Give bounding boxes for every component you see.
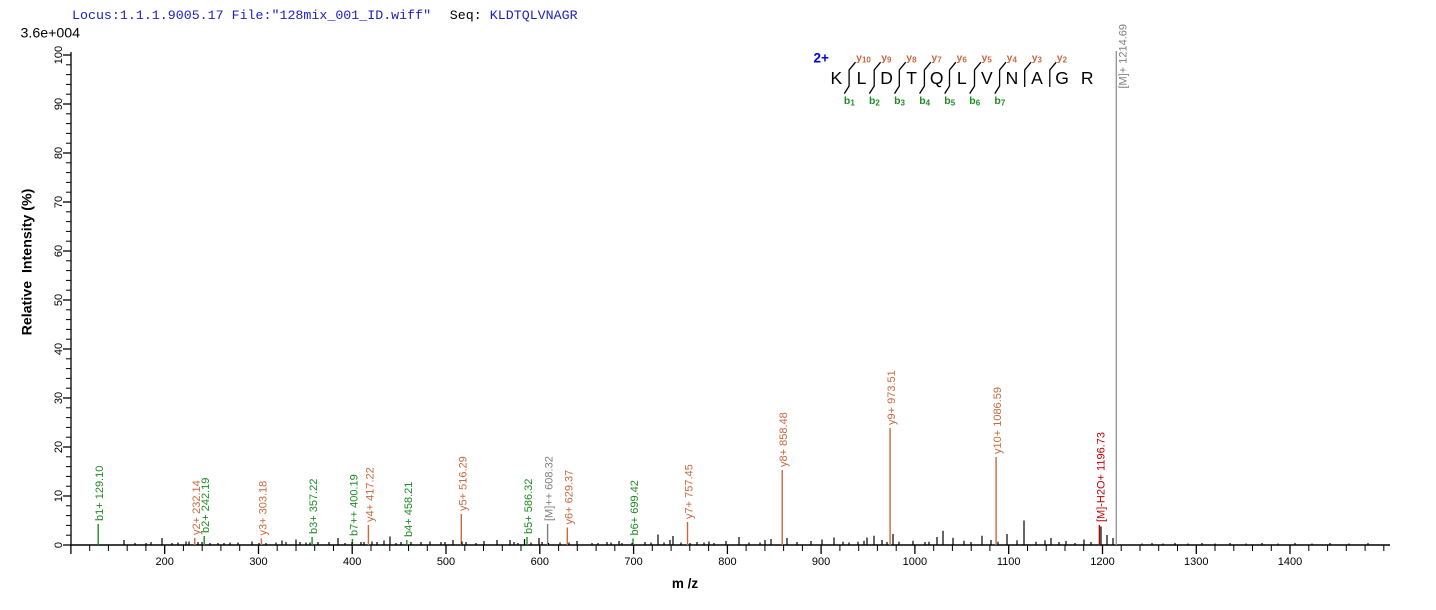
svg-text:y6: y6 <box>957 52 968 65</box>
svg-text:1100: 1100 <box>997 556 1021 568</box>
svg-text:N: N <box>1006 68 1019 88</box>
svg-text:800: 800 <box>718 556 736 568</box>
svg-text:L: L <box>957 68 967 88</box>
svg-text:y6+ 629.37: y6+ 629.37 <box>563 470 575 525</box>
svg-text:900: 900 <box>812 556 830 568</box>
svg-text:y10+ 1086.59: y10+ 1086.59 <box>992 387 1004 454</box>
svg-text:80: 80 <box>53 147 65 159</box>
svg-text:60: 60 <box>53 245 65 257</box>
svg-text:y9: y9 <box>881 52 892 65</box>
svg-text:y10: y10 <box>856 52 871 65</box>
svg-text:b4: b4 <box>919 95 930 108</box>
svg-text:L: L <box>857 68 867 88</box>
svg-text:y9+ 973.51: y9+ 973.51 <box>886 370 898 425</box>
svg-text:Q: Q <box>930 68 944 88</box>
svg-text:50: 50 <box>53 294 65 306</box>
svg-text:30: 30 <box>53 392 65 404</box>
svg-text:1400: 1400 <box>1278 556 1302 568</box>
svg-text:b3: b3 <box>894 95 905 108</box>
svg-text:y5+ 516.29: y5+ 516.29 <box>457 456 469 511</box>
svg-text:20: 20 <box>53 441 65 453</box>
svg-text:[M]+ 1214.69: [M]+ 1214.69 <box>1118 24 1130 89</box>
svg-text:200: 200 <box>156 556 174 568</box>
svg-text:40: 40 <box>53 343 65 355</box>
svg-text:600: 600 <box>531 556 549 568</box>
svg-text:Locus:1.1.1.9005.17 File:"128m: Locus:1.1.1.9005.17 File:"128mix_001_ID.… <box>72 8 431 23</box>
svg-text:1000: 1000 <box>903 556 927 568</box>
svg-text:y2: y2 <box>1057 52 1068 65</box>
svg-text:Relative Intensity (%): Relative Intensity (%) <box>20 188 36 335</box>
svg-text:0: 0 <box>53 542 65 548</box>
svg-text:y5: y5 <box>982 52 993 65</box>
svg-text:b1: b1 <box>844 95 855 108</box>
svg-text:700: 700 <box>624 556 642 568</box>
svg-text:y8+ 858.48: y8+ 858.48 <box>778 412 790 467</box>
svg-text:KLDTQLVNAGR: KLDTQLVNAGR <box>490 8 578 23</box>
svg-text:[M]-H2O+ 1196.73: [M]-H2O+ 1196.73 <box>1095 432 1107 522</box>
svg-text:b5+ 586.32: b5+ 586.32 <box>523 479 535 534</box>
svg-text:b6+ 699.42: b6+ 699.42 <box>629 480 641 535</box>
svg-text:2+: 2+ <box>814 51 830 66</box>
svg-text:b7: b7 <box>994 95 1005 108</box>
svg-text:G: G <box>1055 68 1069 88</box>
svg-text:1200: 1200 <box>1090 556 1114 568</box>
svg-text:b2: b2 <box>869 95 880 108</box>
svg-text:400: 400 <box>343 556 361 568</box>
svg-text:m /z: m /z <box>672 576 699 591</box>
svg-text:y7: y7 <box>931 52 942 65</box>
svg-text:y8: y8 <box>906 52 917 65</box>
svg-text:y3+ 303.18: y3+ 303.18 <box>257 481 269 536</box>
svg-text:10: 10 <box>53 490 65 502</box>
svg-text:y4: y4 <box>1007 52 1018 65</box>
svg-text:R: R <box>1081 68 1094 88</box>
svg-text:b4+ 458.21: b4+ 458.21 <box>403 482 415 537</box>
svg-text:y2+ 232.14: y2+ 232.14 <box>191 480 203 535</box>
svg-text:3.6e+004: 3.6e+004 <box>21 26 81 42</box>
svg-text:b5: b5 <box>944 95 955 108</box>
svg-text:K: K <box>831 68 843 88</box>
svg-text:Seq:: Seq: <box>450 8 482 23</box>
svg-text:300: 300 <box>249 556 267 568</box>
svg-text:y3: y3 <box>1032 52 1043 65</box>
svg-text:1300: 1300 <box>1184 556 1208 568</box>
svg-text:70: 70 <box>53 196 65 208</box>
svg-text:y7+ 757.45: y7+ 757.45 <box>684 464 696 519</box>
svg-text:b7++ 400.19: b7++ 400.19 <box>348 474 360 536</box>
svg-text:D: D <box>880 68 893 88</box>
svg-text:b6: b6 <box>969 95 980 108</box>
svg-text:[M]++ 608.32: [M]++ 608.32 <box>544 456 556 521</box>
svg-text:b3+ 357.22: b3+ 357.22 <box>308 479 320 534</box>
svg-text:V: V <box>981 68 993 88</box>
svg-text:100: 100 <box>53 46 65 64</box>
svg-text:A: A <box>1031 68 1043 88</box>
svg-text:T: T <box>906 68 917 88</box>
svg-text:90: 90 <box>53 98 65 110</box>
svg-text:500: 500 <box>437 556 455 568</box>
svg-text:b1+ 129.10: b1+ 129.10 <box>94 466 106 521</box>
svg-text:y4+ 417.22: y4+ 417.22 <box>364 467 376 522</box>
svg-text:b2+ 242.19: b2+ 242.19 <box>200 478 212 533</box>
